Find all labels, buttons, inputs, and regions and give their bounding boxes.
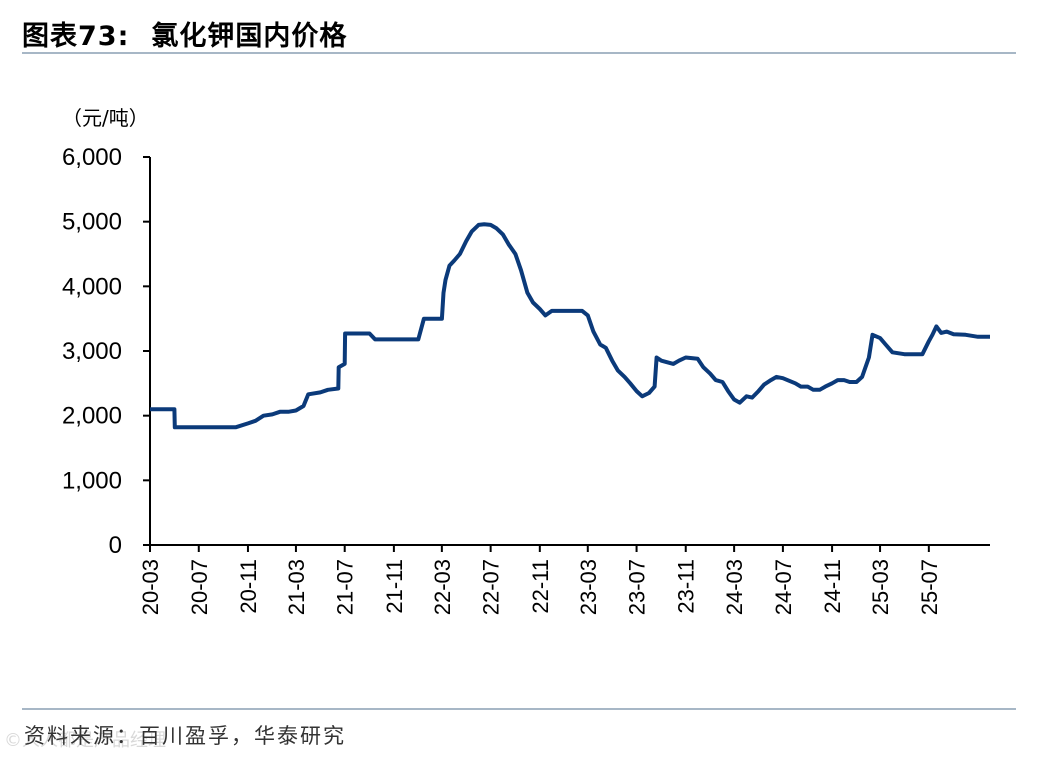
figure-label: 图表73: [22, 21, 130, 52]
x-tick-label: 20-07 [187, 559, 212, 615]
x-tick-label: 22-03 [430, 559, 455, 615]
x-tick-label: 20-11 [236, 559, 261, 614]
source-note: 资料来源：百川盈孚，华泰研究 [24, 724, 346, 748]
y-tick-label: 2,000 [62, 403, 122, 430]
y-tick-label: 5,000 [62, 209, 122, 236]
y-tick-label: 4,000 [62, 273, 122, 300]
x-tick-label: 24-11 [820, 559, 845, 614]
y-tick-label: 6,000 [62, 144, 122, 171]
x-tick-label: 20-03 [138, 559, 163, 615]
x-tick-label: 22-11 [528, 559, 553, 614]
watermark: ©人人都是产品经理 [4, 730, 166, 751]
x-tick-label: 25-03 [868, 559, 893, 615]
x-tick-label: 21-03 [284, 559, 309, 615]
y-axis-unit-label: （元/吨） [62, 106, 149, 130]
x-tick-label: 23-03 [576, 559, 601, 615]
x-tick-label: 21-11 [382, 559, 407, 614]
footer-divider [22, 708, 1016, 710]
chart-title: 图表73: 氯化钾国内价格 [22, 14, 347, 53]
x-tick-labels: 20-03 20-07 20-11 21-03 21-07 21-11 22-03 22-07… [138, 545, 942, 615]
figure-title: 氯化钾国内价格 [151, 21, 348, 52]
x-tick-label: 23-07 [625, 559, 650, 615]
x-tick-label: 24-07 [771, 559, 796, 615]
title-bar: 图表73: 氯化钾国内价格 [22, 8, 1016, 54]
y-tick-label: 1,000 [62, 467, 122, 494]
axes [149, 157, 990, 546]
price-series-line [150, 222, 990, 430]
x-tick-label: 22-07 [479, 559, 504, 615]
y-tick-label: 0 [109, 532, 122, 559]
x-tick-label: 23-11 [674, 559, 699, 614]
x-tick-label: 25-07 [917, 559, 942, 615]
y-tick-label: 3,000 [62, 338, 122, 365]
y-tick-labels: 0 1,000 2,000 3,000 4,000 5,000 6,000 [62, 144, 150, 559]
x-tick-label: 21-07 [333, 559, 358, 615]
x-tick-label: 24-03 [722, 559, 747, 615]
